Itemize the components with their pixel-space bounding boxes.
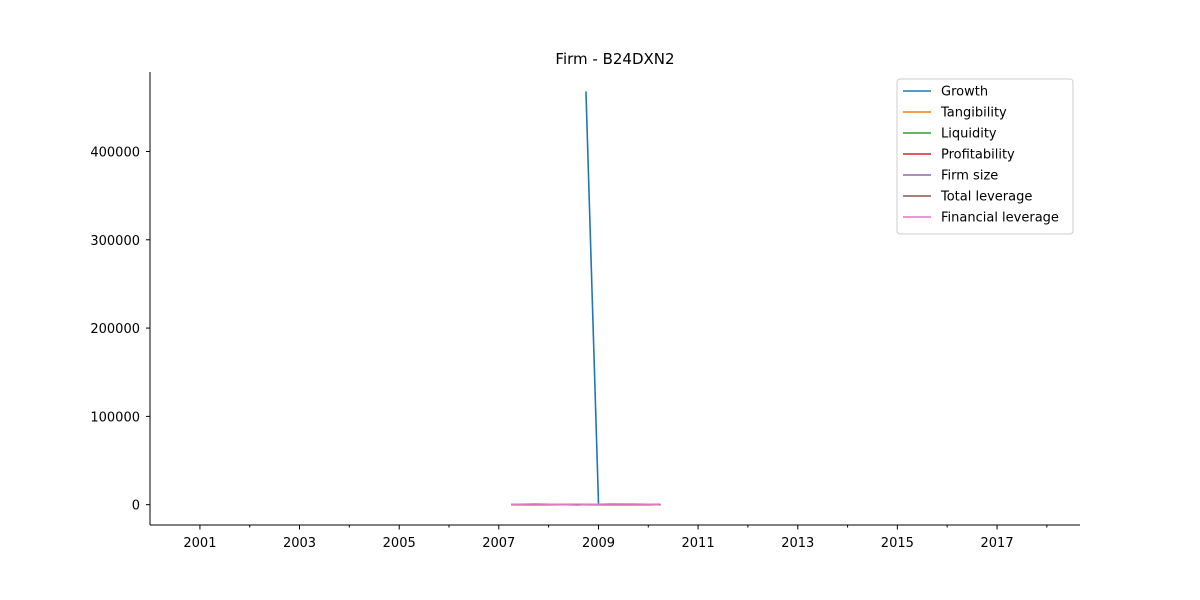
legend-label-growth: Growth	[941, 85, 988, 100]
legend-label-total-leverage: Total leverage	[940, 190, 1032, 205]
x-tick-label: 2015	[881, 536, 914, 551]
y-tick-label: 200000	[90, 322, 140, 337]
y-tick-label: 0	[132, 499, 140, 514]
legend-label-financial-leverage: Financial leverage	[941, 211, 1059, 226]
chart-title: Firm - B24DXN2	[555, 50, 674, 68]
legend-label-tangibility: Tangibility	[940, 106, 1007, 121]
y-tick-label: 100000	[90, 410, 140, 425]
legend-label-firm-size: Firm size	[941, 169, 998, 184]
series-line-growth	[585, 91, 600, 504]
x-tick-label: 2003	[283, 536, 316, 551]
x-tick-label: 2005	[383, 536, 416, 551]
x-tick-label: 2009	[582, 536, 615, 551]
y-tick-label: 400000	[90, 145, 140, 160]
legend: Growth Tangibility Liquidity Profitability F…	[896, 78, 1074, 235]
legend-box	[896, 78, 1074, 235]
series-line-financial-leverage	[511, 503, 661, 506]
legend-label-liquidity: Liquidity	[941, 127, 997, 142]
y-tick-label: 300000	[90, 234, 140, 249]
x-tick-label: 2007	[482, 536, 515, 551]
x-tick-label: 2017	[981, 536, 1014, 551]
axes: 0 100000 200000 300000 400000 2001 2003 2005 200…	[90, 72, 1080, 551]
x-tick-label: 2011	[682, 536, 715, 551]
series-lines	[511, 91, 661, 506]
x-tick-label: 2001	[183, 536, 216, 551]
legend-label-profitability: Profitability	[941, 148, 1015, 163]
x-tick-label: 2013	[781, 536, 814, 551]
